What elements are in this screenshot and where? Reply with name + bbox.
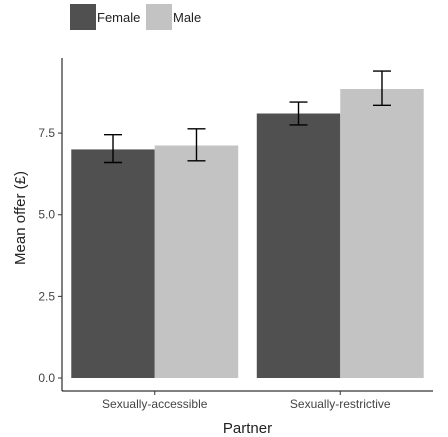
legend-swatch-male bbox=[146, 4, 172, 30]
axes: 0.0 2.5 5.0 7.5 Sexually-accessible Sexually-… bbox=[38, 58, 433, 411]
y-axis-label: Mean offer (£) bbox=[12, 171, 29, 265]
y-tick-label: 2.5 bbox=[38, 289, 55, 303]
legend-label-male: Male bbox=[173, 10, 201, 25]
y-tick-label: 7.5 bbox=[38, 126, 55, 140]
legend-swatch-female bbox=[70, 4, 96, 30]
bar-male-0 bbox=[154, 145, 239, 378]
bars bbox=[71, 89, 424, 379]
y-tick-label: 5.0 bbox=[38, 208, 55, 222]
legend-label-female: Female bbox=[97, 10, 140, 25]
bar-female-0 bbox=[71, 149, 155, 378]
bar-female-1 bbox=[256, 113, 341, 379]
error-bars bbox=[104, 70, 391, 164]
x-tick-label: Sexually-restrictive bbox=[290, 397, 391, 411]
legend: Female Male bbox=[70, 4, 201, 30]
x-axis-label: Partner bbox=[223, 420, 272, 437]
bar-male-1 bbox=[340, 89, 424, 378]
x-tick-label: Sexually-accessible bbox=[102, 397, 208, 411]
y-tick-label: 0.0 bbox=[38, 371, 55, 385]
